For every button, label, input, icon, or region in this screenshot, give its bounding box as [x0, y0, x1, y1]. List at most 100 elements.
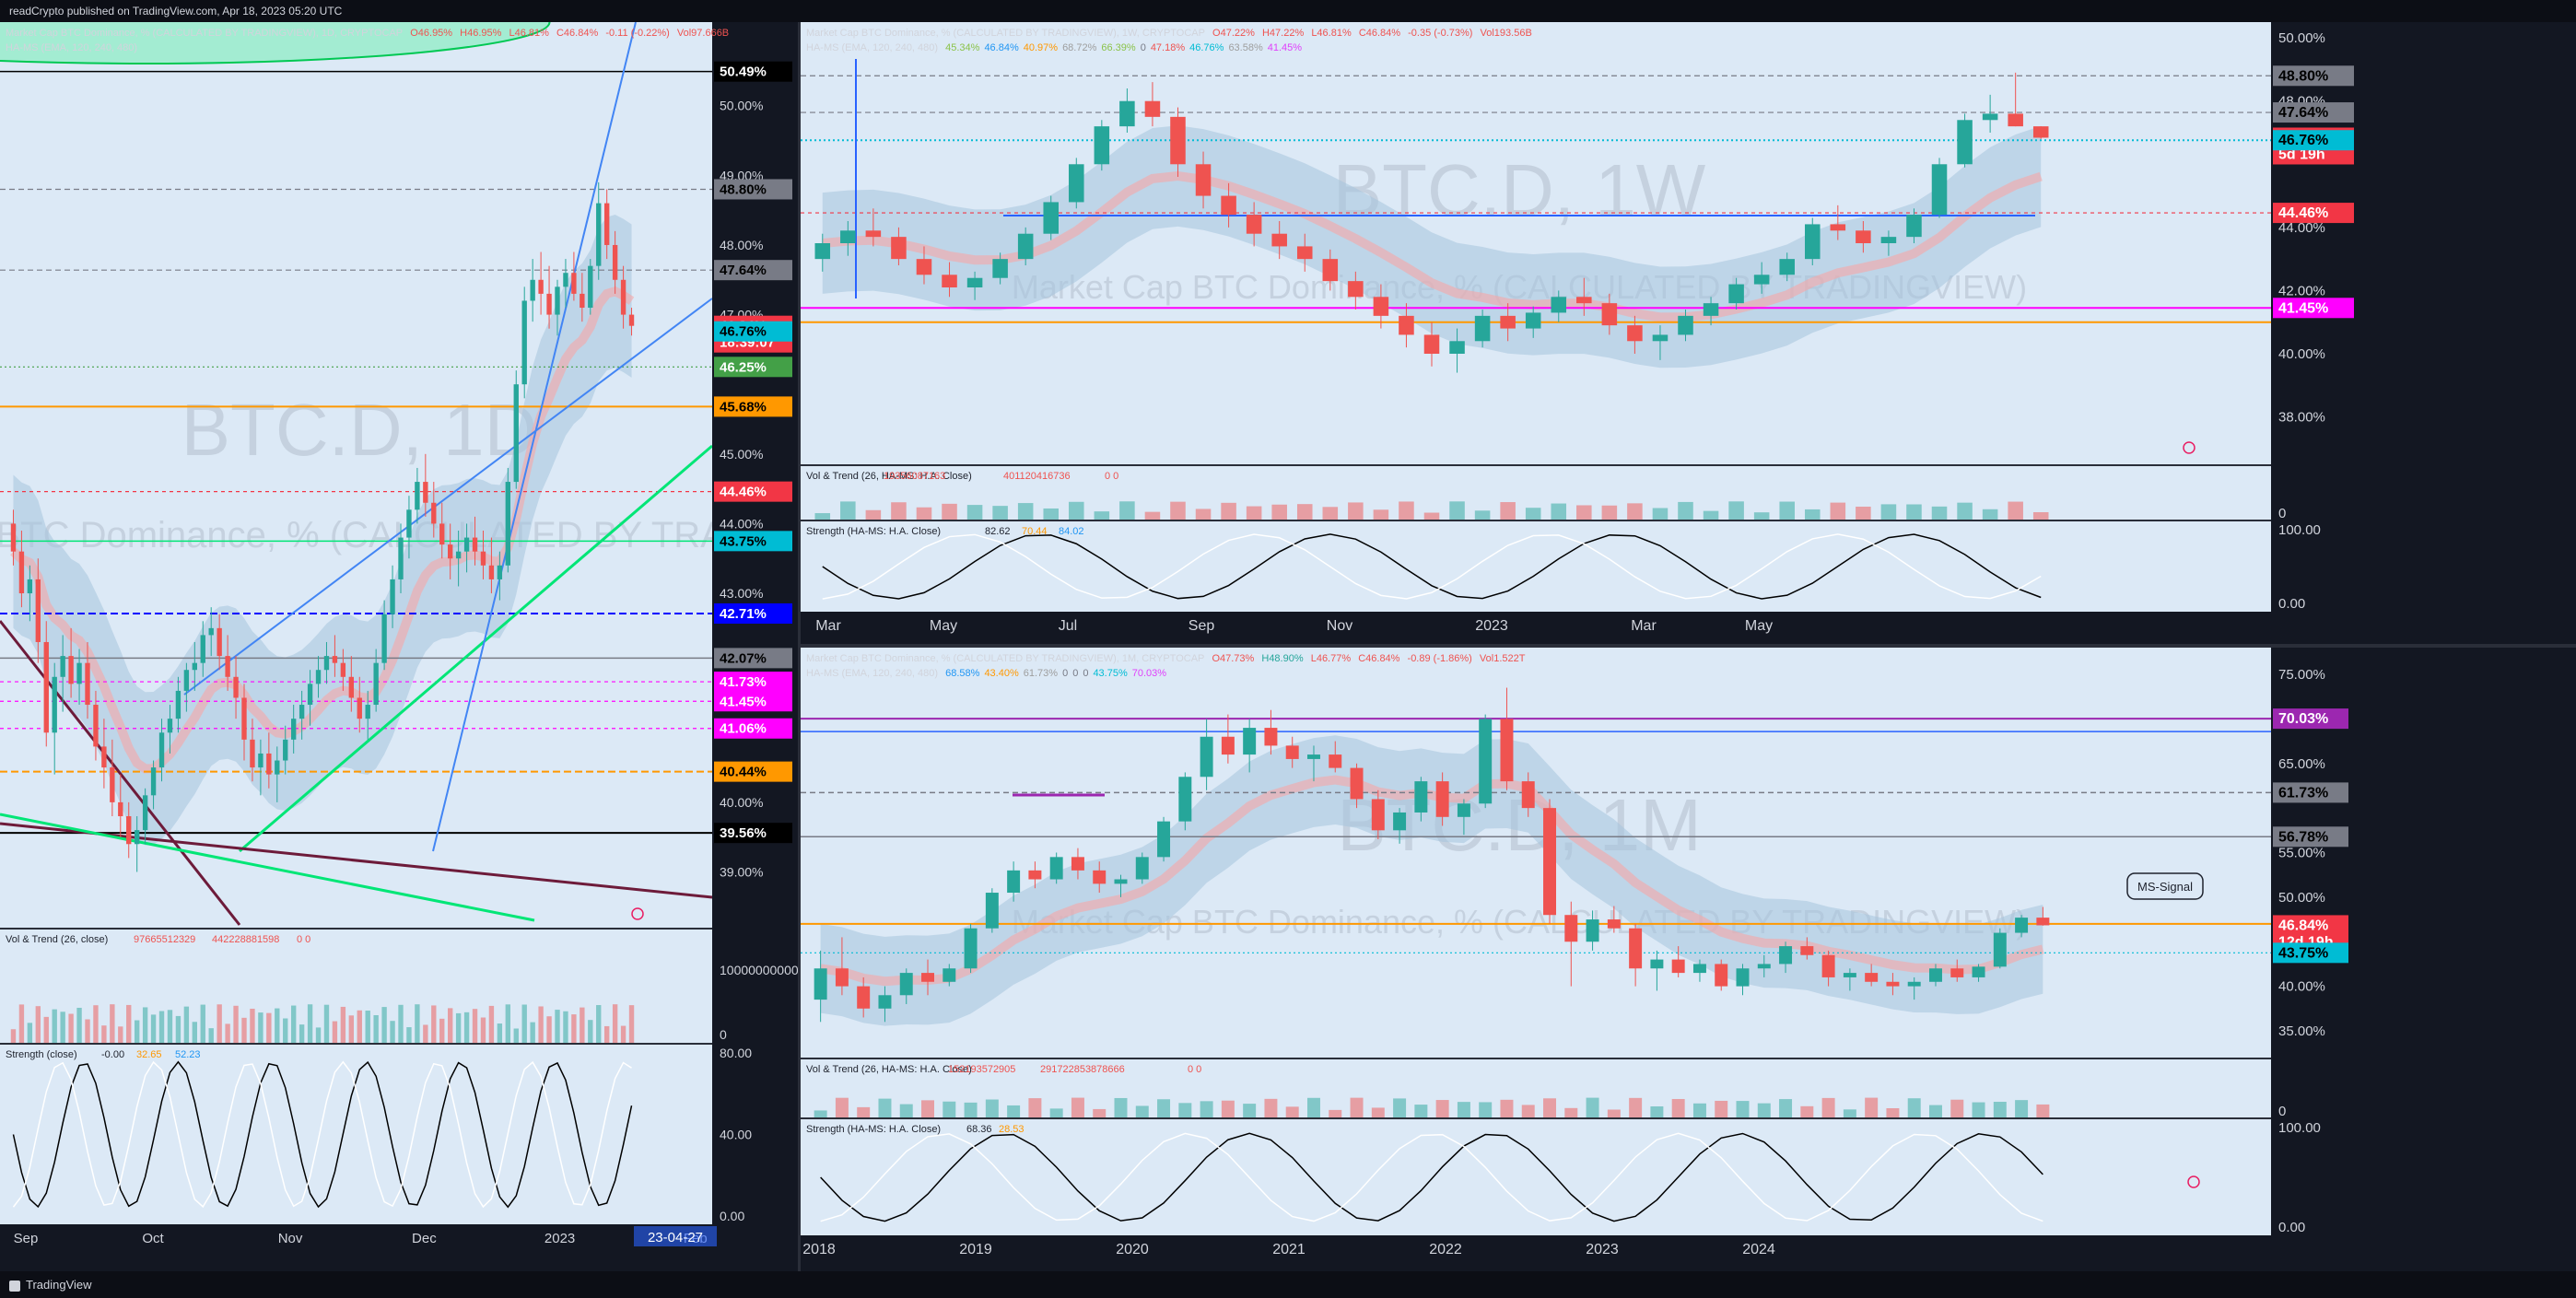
volume-bar [840, 501, 856, 520]
volatility-cloud [13, 215, 632, 846]
candle-body [167, 719, 173, 733]
volume-bar [1586, 1097, 1599, 1117]
volume-bar [1906, 504, 1922, 520]
daily-chart-panel[interactable]: BTC.D, 1D Market Cap BTC Dominance, % (CA… [0, 22, 798, 1266]
candle-body [101, 746, 107, 768]
volume-bar [217, 1004, 222, 1043]
volume-pane-background [0, 930, 712, 1043]
daily-chart[interactable]: BTC.D, 1D Market Cap BTC Dominance, % (CA… [0, 22, 798, 1266]
weekly-chart-panel[interactable]: BTC.D, 1WMarket Cap BTC Dominance, % (CA… [801, 22, 2576, 644]
candle-body [1931, 164, 1948, 216]
volume-bar [521, 1004, 527, 1043]
price-label-background [714, 761, 792, 782]
indicator-value: 46.76% [1189, 42, 1224, 53]
candle-body [1728, 284, 1744, 304]
volume-bar [1322, 507, 1339, 520]
price-label-background [2273, 708, 2348, 730]
monthly-chart[interactable]: BTC.D, 1MMarket Cap BTC Dominance, % (CA… [801, 648, 2576, 1271]
volume-bar [448, 1008, 453, 1043]
candle-body [588, 265, 593, 309]
time-axis [801, 1235, 2576, 1271]
publisher-bar: readCrypto published on TradingView.com,… [0, 0, 2576, 22]
y-tick-label: 50.00% [2278, 30, 2325, 46]
candle-body [365, 705, 370, 719]
candle-body [1285, 745, 1299, 759]
y-tick-label: 55.00% [2278, 846, 2325, 861]
indicator-value: 0 [1140, 42, 1146, 53]
price-label-background [714, 357, 792, 378]
candle-body [1200, 736, 1213, 778]
y-tick-label: 38.00% [2278, 410, 2325, 426]
candle-body [857, 986, 871, 1009]
volume-bar [150, 1014, 157, 1043]
trend-line [0, 813, 535, 922]
volume-bar [43, 1016, 49, 1043]
strength-indicator-label: Strength (HA-MS: H.A. Close) [806, 526, 941, 537]
daily-low: L46.81% [509, 28, 549, 39]
volume-bar [431, 1005, 437, 1043]
monthly-chart-panel[interactable]: BTC.D, 1MMarket Cap BTC Dominance, % (CA… [801, 648, 2576, 1271]
y-tick-label: 40.00% [2278, 979, 2325, 995]
x-tick-label: 2018 [802, 1242, 836, 1257]
candle-body [814, 968, 827, 1000]
volume-bar [1157, 1099, 1171, 1117]
publisher-text: readCrypto published on TradingView.com,… [9, 5, 343, 18]
x-tick-label: 2023 [1475, 618, 1508, 634]
price-label-background [2273, 203, 2354, 224]
volume-bar [10, 1029, 17, 1043]
price-label-countdown: 5d 19h [2278, 146, 2325, 162]
volume-bar [60, 1012, 65, 1043]
volume-bar [1843, 1109, 1856, 1117]
candle-body [1779, 259, 1795, 275]
candle-body [1348, 281, 1364, 298]
candle-body [299, 705, 305, 719]
candle-body [1957, 120, 1973, 165]
volume-bar [1629, 1097, 1643, 1117]
price-label: 41.06% [720, 721, 767, 737]
candle-body [10, 523, 17, 552]
volume-bar [398, 1004, 404, 1043]
volume-bar [1114, 1097, 1128, 1117]
volume-bar [1221, 502, 1236, 520]
weekly-high: H47.22% [1261, 28, 1305, 39]
candle-body [175, 690, 181, 719]
volume-indicator-label: Vol & Trend (26, HA-MS: H.A. Close) [806, 471, 972, 482]
volume-bar [381, 1007, 387, 1043]
volume-bar [1069, 501, 1084, 520]
volume-bar [2032, 512, 2049, 520]
ema-ribbon [819, 775, 2044, 987]
volume-bar [1543, 1098, 1556, 1117]
volume-value: 442228881598 [212, 934, 279, 945]
strength-signal-line [822, 533, 2042, 600]
candle-body [1907, 981, 1921, 987]
panel-divider-vertical[interactable] [798, 22, 801, 1271]
volume-bar [580, 1007, 585, 1043]
volume-bar [571, 1014, 577, 1043]
candle-body [1435, 781, 1449, 817]
trend-line [183, 298, 713, 696]
volume-value: 291722853878666 [1040, 1064, 1125, 1075]
volume-bar [2015, 1100, 2029, 1117]
monthly-title: Market Cap BTC Dominance, % (CALCULATED … [806, 653, 1205, 664]
candle-body [1243, 728, 1257, 755]
daily-indicator-header: HA-MS (EMA, 120, 240, 480) [6, 42, 142, 53]
volume-bar [365, 1011, 370, 1043]
price-label-background [714, 531, 792, 552]
volume-bar [315, 1027, 322, 1043]
strength-signal-line [820, 1132, 2043, 1222]
indicator-value: 68.58% [945, 668, 980, 679]
strength-value: 70.44 [1022, 526, 1048, 537]
volume-bar [126, 1004, 132, 1043]
panel-divider-horizontal[interactable] [801, 644, 2576, 648]
candle-body [505, 482, 510, 566]
volume-bar [323, 1004, 330, 1043]
candle-body [480, 551, 486, 566]
price-label-background [2273, 130, 2354, 151]
time-axis [801, 612, 2576, 644]
volume-bar [1564, 1107, 1578, 1117]
indicator-value: 40.97% [1023, 42, 1059, 53]
weekly-chart[interactable]: BTC.D, 1WMarket Cap BTC Dominance, % (CA… [801, 22, 2576, 644]
volume-bar [1982, 509, 1998, 520]
price-label: 46.84% [2278, 918, 2328, 933]
volume-bar [497, 1023, 503, 1043]
